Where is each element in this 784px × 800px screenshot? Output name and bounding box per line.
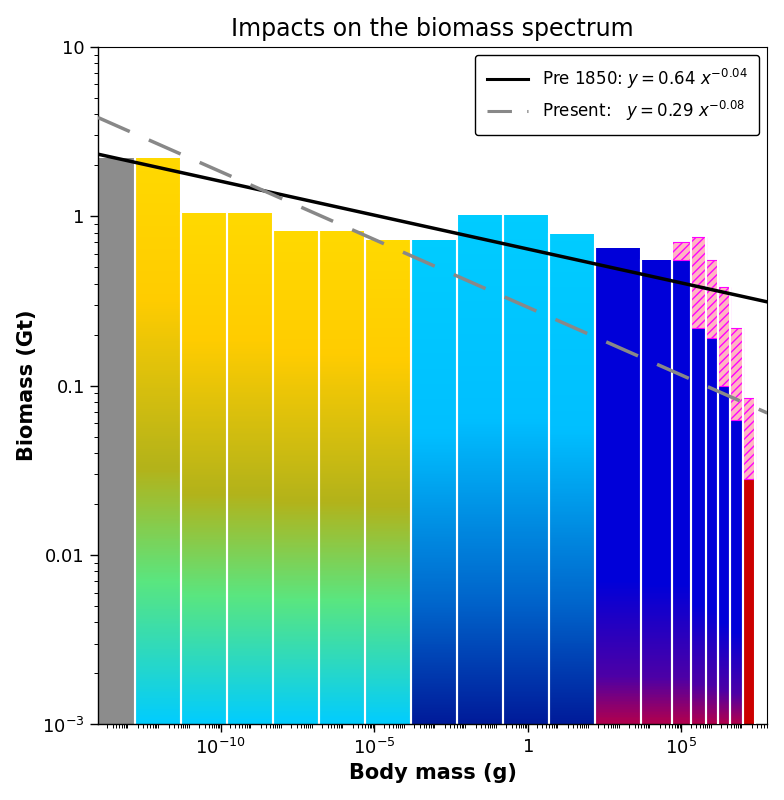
Y-axis label: Biomass (Gt): Biomass (Gt) <box>16 310 37 462</box>
Bar <box>672 242 691 260</box>
Title: Impacts on the biomass spectrum: Impacts on the biomass spectrum <box>231 17 634 41</box>
Bar <box>731 328 742 420</box>
Bar <box>742 398 755 479</box>
Bar <box>718 287 731 386</box>
Bar <box>691 238 706 328</box>
Legend: Pre 1850: $y = 0.64\ x^{-0.04}$, Present:   $y = 0.29\ x^{-0.08}$: Pre 1850: $y = 0.64\ x^{-0.04}$, Present… <box>475 55 759 135</box>
X-axis label: Body mass (g): Body mass (g) <box>349 763 517 783</box>
Bar <box>706 260 718 338</box>
